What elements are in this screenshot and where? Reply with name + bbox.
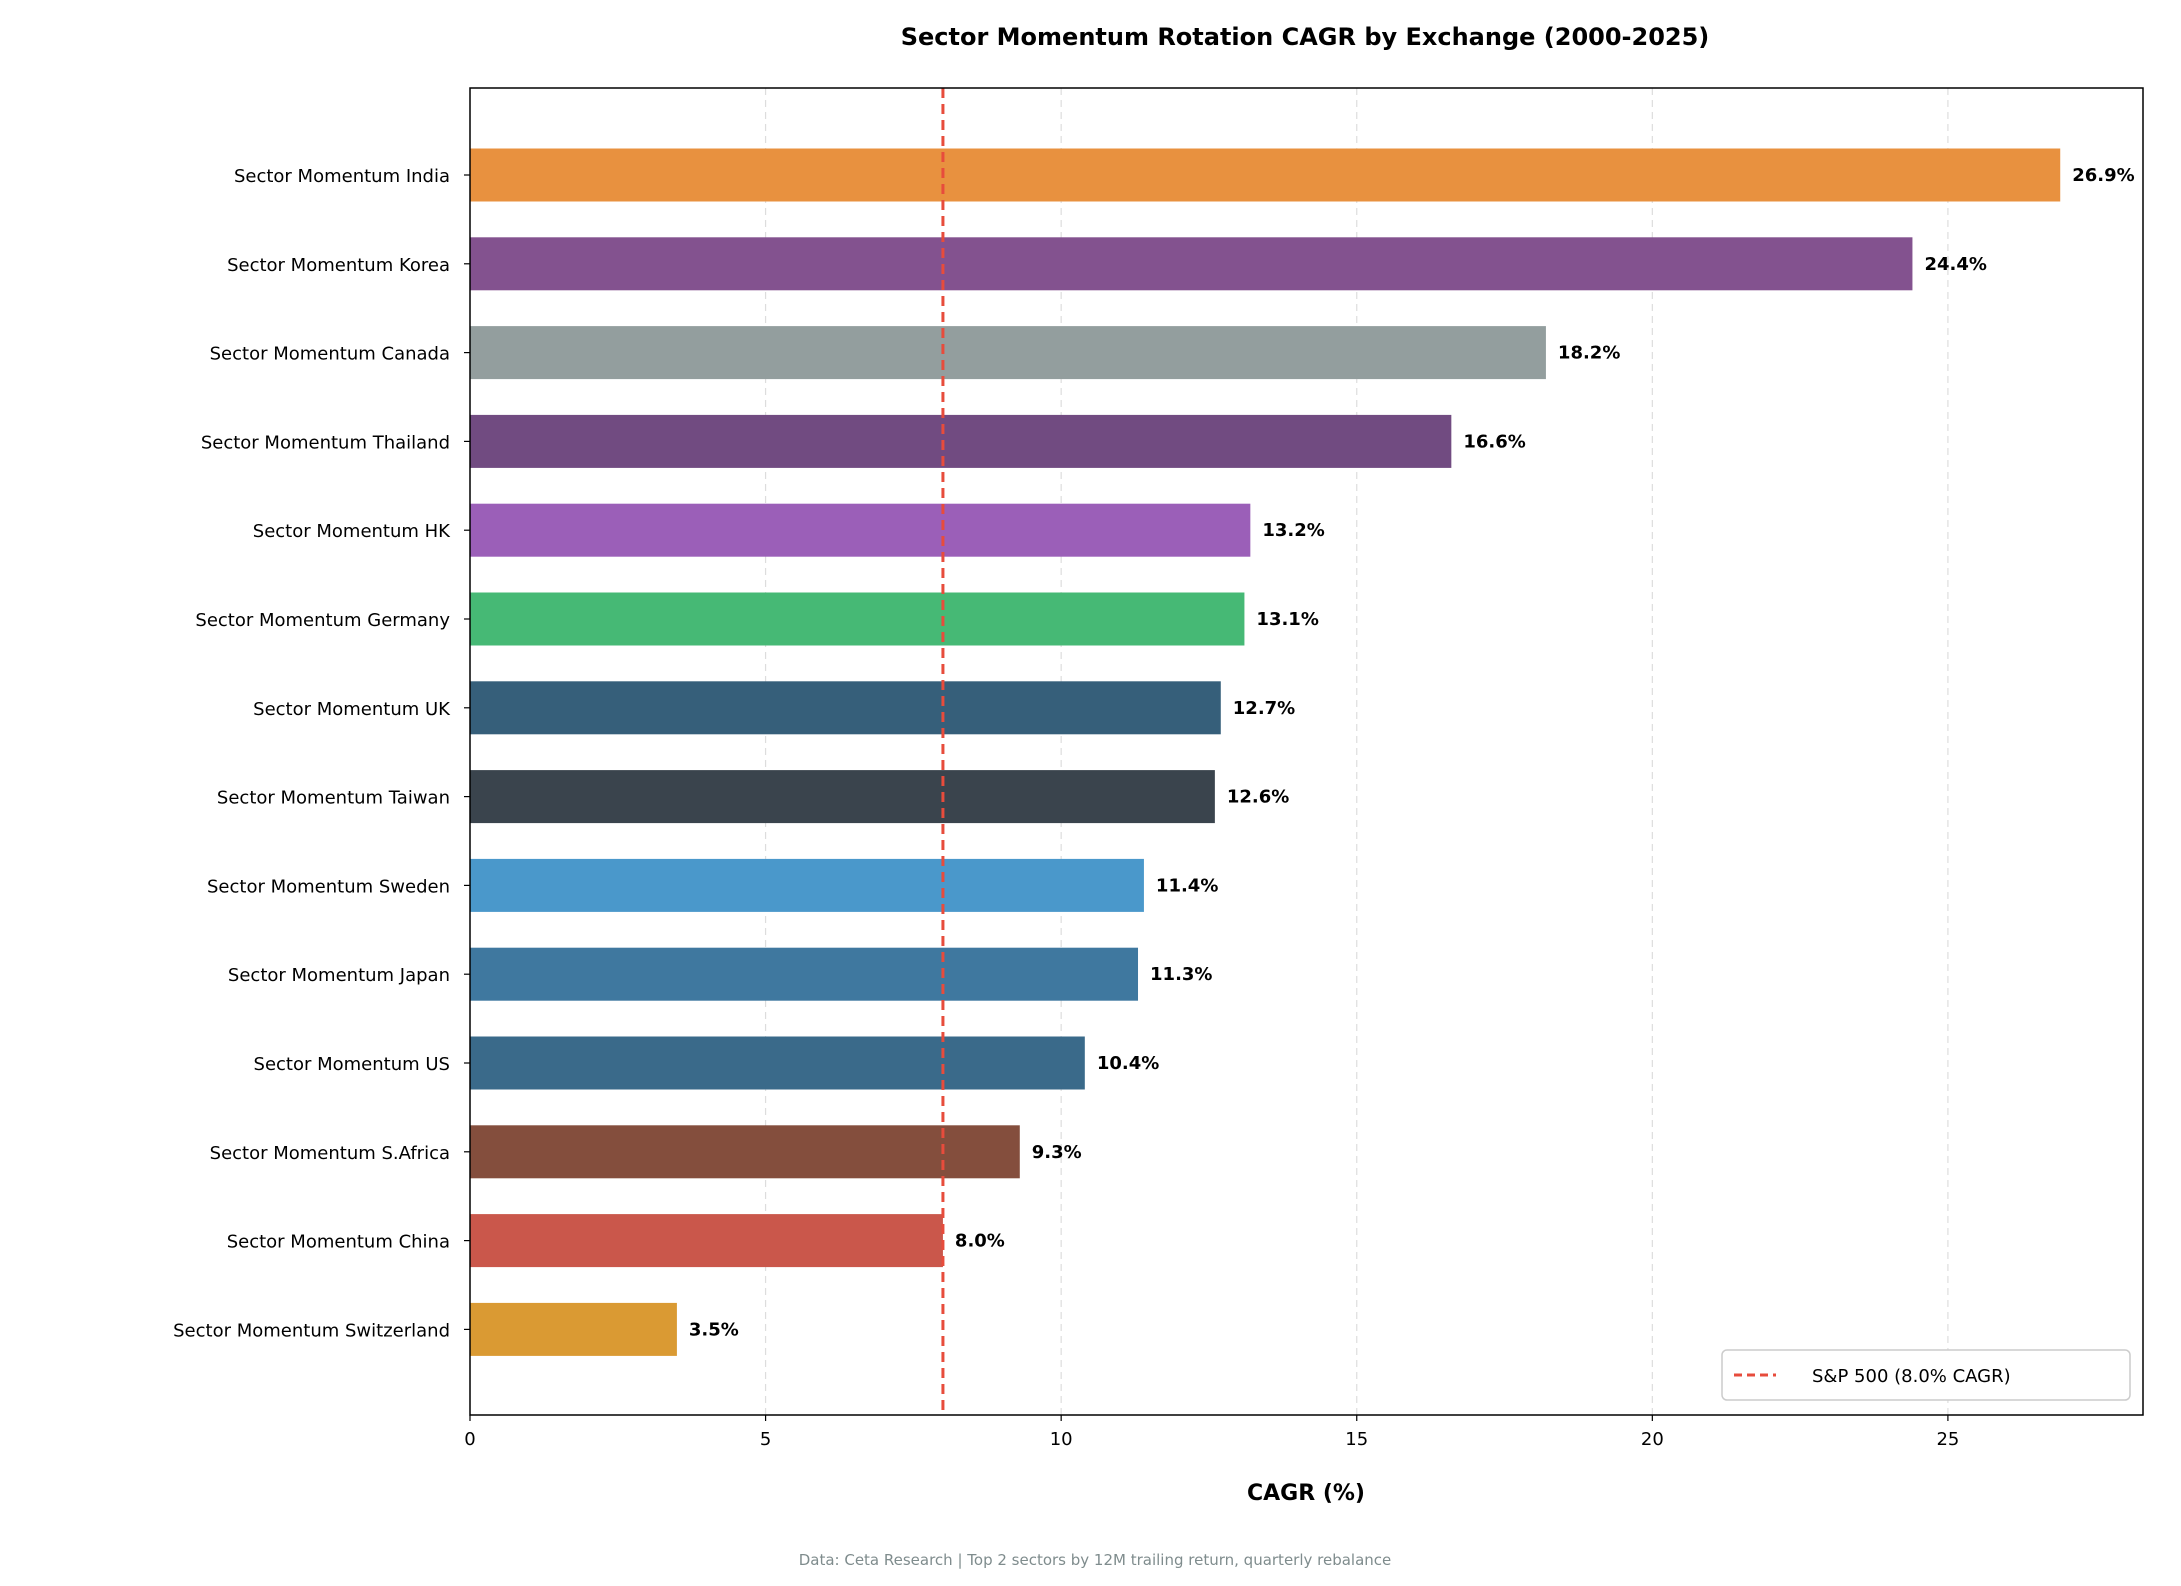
bar <box>470 503 1251 557</box>
y-tick-label: Sector Momentum Japan <box>228 965 450 986</box>
y-tick-label: Sector Momentum UK <box>253 699 451 720</box>
data-label: 26.9% <box>2072 165 2134 186</box>
bar <box>470 947 1139 1001</box>
data-label: 24.4% <box>1924 254 1986 275</box>
data-label: 12.6% <box>1227 787 1289 808</box>
data-label: 11.3% <box>1150 964 1212 985</box>
bar <box>470 326 1546 380</box>
axes-frame <box>469 87 2144 1416</box>
y-tick-label: Sector Momentum Canada <box>210 344 450 365</box>
y-tick-label: Sector Momentum China <box>227 1232 450 1253</box>
y-tick-label: Sector Momentum Thailand <box>201 432 450 453</box>
bar <box>470 770 1215 824</box>
y-tick-label: Sector Momentum Switzerland <box>173 1320 450 1341</box>
y-tick-label: Sector Momentum India <box>234 166 450 187</box>
bar <box>470 1036 1085 1090</box>
bar <box>470 592 1245 646</box>
data-label: 12.7% <box>1233 698 1295 719</box>
data-label: 11.4% <box>1156 875 1218 896</box>
x-tick-label: 20 <box>1641 1429 1664 1450</box>
legend-box <box>1721 1349 2131 1401</box>
bar <box>470 237 1913 291</box>
bar <box>470 858 1144 912</box>
data-label: 9.3% <box>1032 1142 1082 1163</box>
data-label: 18.2% <box>1558 343 1620 364</box>
y-tick-label: Sector Momentum Korea <box>227 255 450 276</box>
x-tick-label: 25 <box>1936 1429 1959 1450</box>
legend: S&P 500 (8.0% CAGR) <box>1721 1349 2131 1401</box>
y-tick-label: Sector Momentum US <box>254 1054 450 1075</box>
data-label: 16.6% <box>1463 431 1525 452</box>
data-label: 3.5% <box>689 1319 739 1340</box>
data-label: 10.4% <box>1097 1053 1159 1074</box>
bar <box>470 1302 677 1356</box>
data-label: 8.0% <box>955 1231 1005 1252</box>
bar <box>470 1214 943 1268</box>
y-tick-label: Sector Momentum S.Africa <box>210 1143 450 1164</box>
bar <box>470 681 1221 735</box>
x-axis-label: CAGR (%) <box>1247 1481 1365 1506</box>
footnote: Data: Ceta Research | Top 2 sectors by 1… <box>799 1551 1392 1569</box>
y-tick-label: Sector Momentum Sweden <box>207 876 450 897</box>
y-tick-label: Sector Momentum HK <box>253 521 451 542</box>
bar <box>470 414 1452 468</box>
legend-label: S&P 500 (8.0% CAGR) <box>1812 1366 2011 1387</box>
data-label: 13.2% <box>1262 520 1324 541</box>
x-tick-label: 0 <box>464 1429 475 1450</box>
data-label: 13.1% <box>1256 609 1318 630</box>
x-tick-label: 15 <box>1345 1429 1368 1450</box>
x-tick-label: 10 <box>1050 1429 1073 1450</box>
y-tick-label: Sector Momentum Taiwan <box>217 788 450 809</box>
chart-title: Sector Momentum Rotation CAGR by Exchang… <box>901 23 1710 51</box>
y-tick-label: Sector Momentum Germany <box>195 610 450 631</box>
bar <box>470 1125 1020 1179</box>
x-tick-label: 5 <box>760 1429 771 1450</box>
bar <box>470 148 2061 202</box>
